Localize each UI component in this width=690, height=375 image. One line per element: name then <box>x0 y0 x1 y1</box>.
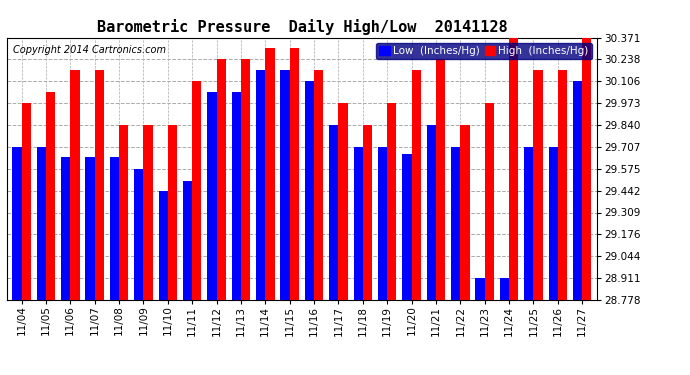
Bar <box>533 70 543 300</box>
Bar <box>290 48 299 300</box>
Bar <box>402 154 411 300</box>
Bar <box>207 92 217 300</box>
Bar <box>232 92 241 300</box>
Bar <box>436 59 445 300</box>
Bar <box>46 92 55 300</box>
Title: Barometric Pressure  Daily High/Low  20141128: Barometric Pressure Daily High/Low 20141… <box>97 19 507 35</box>
Bar <box>266 48 275 300</box>
Bar <box>37 147 46 300</box>
Bar <box>353 147 363 300</box>
Bar <box>558 70 567 300</box>
Bar <box>411 70 421 300</box>
Bar <box>378 147 387 300</box>
Bar <box>12 147 21 300</box>
Bar <box>95 70 104 300</box>
Bar <box>338 103 348 300</box>
Text: Copyright 2014 Cartronics.com: Copyright 2014 Cartronics.com <box>13 45 166 56</box>
Bar <box>183 181 193 300</box>
Bar <box>193 81 201 300</box>
Bar <box>573 81 582 300</box>
Bar <box>484 103 494 300</box>
Bar <box>119 125 128 300</box>
Bar <box>500 278 509 300</box>
Bar <box>241 59 250 300</box>
Bar <box>460 125 470 300</box>
Bar <box>86 157 95 300</box>
Bar <box>426 125 436 300</box>
Bar <box>305 81 314 300</box>
Bar <box>256 70 266 300</box>
Bar <box>509 38 518 300</box>
Bar <box>168 125 177 300</box>
Bar <box>159 190 168 300</box>
Legend: Low  (Inches/Hg), High  (Inches/Hg): Low (Inches/Hg), High (Inches/Hg) <box>376 43 591 59</box>
Bar <box>217 59 226 300</box>
Bar <box>549 147 558 300</box>
Bar <box>21 103 31 300</box>
Bar <box>475 278 484 300</box>
Bar <box>387 103 397 300</box>
Bar <box>134 169 144 300</box>
Bar <box>582 38 591 300</box>
Bar <box>110 157 119 300</box>
Bar <box>144 125 152 300</box>
Bar <box>280 70 290 300</box>
Bar <box>314 70 324 300</box>
Bar <box>329 125 338 300</box>
Bar <box>61 157 70 300</box>
Bar <box>70 70 79 300</box>
Bar <box>524 147 533 300</box>
Bar <box>451 147 460 300</box>
Bar <box>363 125 372 300</box>
